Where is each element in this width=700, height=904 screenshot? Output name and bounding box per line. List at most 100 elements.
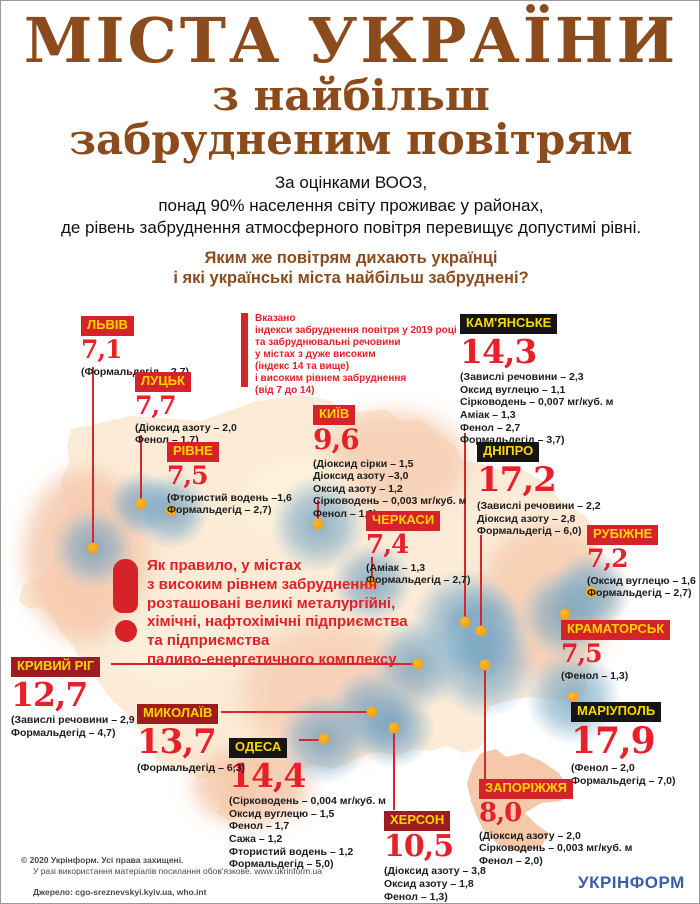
city-pollutants: (Завислі речовини – 2,3 Оксид вуглецю – … (460, 371, 614, 447)
city-block-dnipro: ДНІПРО 17,2 (Завислі речовини – 2,2 Діок… (477, 442, 601, 538)
city-label: ЛУЦЬК (135, 372, 191, 392)
city-index: 7,2 (587, 543, 628, 573)
connector-line-kherson (393, 732, 395, 810)
question-text: Яким же повітрям дихають українці і які … (173, 248, 529, 288)
city-label: КРАМАТОРСЬК (561, 620, 671, 640)
source-text: Джерело: cgo-sreznevskyi.kyiv.ua, who.in… (33, 886, 207, 897)
city-label: ЛЬВІВ (81, 316, 134, 336)
city-block-kyiv: КИЇВ 9,6 (Діоксид сірки – 1,5 Діоксид аз… (313, 405, 466, 521)
city-label: РІВНЕ (167, 442, 219, 462)
city-label: ОДЕСА (229, 738, 288, 758)
city-pollutants: (Сірководень – 0,004 мг/куб. м Оксид вуг… (229, 795, 386, 871)
city-pollutants: (Діоксид сірки – 1,5 Діоксид азоту –3,0 … (313, 457, 467, 520)
page-title: МІСТА УКРАЇНИ (23, 4, 679, 77)
city-index: 12,7 (11, 674, 88, 714)
page-subtitle: з найбільш забрудненим повітрям (69, 71, 633, 165)
connector-line-odesa (299, 739, 321, 741)
connector-line-kyiv (317, 500, 319, 521)
city-label: МИКОЛАЇВ (137, 704, 219, 724)
city-pollutants: (Оксид вуглецю – 1,6 Формальдегід – 2,7) (587, 574, 696, 600)
city-label: ЗАПОРІЖЖЯ (479, 779, 573, 799)
city-dot-rubizhne (585, 586, 597, 598)
city-block-odesa: ОДЕСА 14,4 (Сірководень – 0,004 мг/куб. … (229, 738, 386, 871)
city-pollutants: (Фенол – 1,3) (561, 669, 629, 682)
city-block-kamyanske: КАМ'ЯНСЬКЕ 14,3 (Завислі речовини – 2,3 … (460, 314, 613, 447)
city-block-rubizhne: РУБІЖНЕ 7,2 (Оксид вуглецю – 1,6 Формаль… (587, 525, 696, 600)
city-dot-mariupol (567, 691, 579, 703)
city-block-lviv: ЛЬВІВ 7,1 (Формальдегід – 2,7) (81, 316, 189, 378)
connector-line-kryvyi-rih (111, 663, 415, 665)
city-index: 8,0 (479, 797, 522, 828)
city-dot-kherson (388, 722, 400, 734)
city-pollutants: (Аміак – 1,3 Формальдегід – 2,7) (366, 561, 471, 587)
header: МІСТА УКРАЇНИ з найбільш забрудненим пов… (1, 1, 699, 289)
usage-text: У разі використання матеріалів посилання… (33, 866, 322, 877)
city-block-kramatorsk: КРАМАТОРСЬК 7,5 (Фенол – 1,3) (561, 620, 671, 682)
city-dot-mykolaiv (366, 706, 378, 718)
city-label: МАРІУПОЛЬ (571, 702, 662, 722)
city-index: 14,3 (460, 331, 537, 371)
city-index: 17,9 (571, 719, 656, 762)
city-index: 17,2 (477, 459, 557, 500)
legend-red-bar (241, 313, 248, 387)
city-index: 7,5 (167, 460, 208, 490)
city-label: ДНІПРО (477, 442, 540, 462)
city-dot-zaporizhzhia (479, 659, 491, 671)
city-index: 7,5 (561, 638, 603, 668)
city-dot-odesa (318, 733, 330, 745)
city-pollutants: (Фтористий водень –1,6 Формальдегід – 2,… (167, 491, 292, 517)
city-block-zaporizhzhia: ЗАПОРІЖЖЯ 8,0 (Діоксид азоту – 2,0 Сірко… (479, 779, 632, 867)
connector-line-mykolaiv (221, 711, 369, 713)
city-pollutants: (Фенол – 2,0 Формальдегід – 7,0) (571, 762, 676, 787)
city-index: 10,5 (384, 828, 454, 864)
connector-line-kamyanske (464, 433, 466, 619)
city-label: КРИВИЙ РІГ (11, 657, 101, 677)
city-block-lutsk: ЛУЦЬК 7,7 (Діоксид азоту – 2,0 Фенол – 1… (135, 372, 237, 447)
warning-text: Як правило, у містах з високим рівнем за… (147, 557, 408, 668)
city-index: 7,1 (81, 334, 122, 364)
city-pollutants: (Діоксид азоту – 2,0 Фенол – 1,7) (135, 421, 237, 447)
city-label: ЧЕРКАСИ (366, 511, 441, 531)
city-dot-lutsk (135, 498, 147, 510)
connector-line-lutsk (140, 435, 142, 501)
city-dot-lviv (87, 542, 99, 554)
city-index: 14,4 (229, 755, 306, 795)
legend-note: Вказано індекси забруднення повітря у 20… (241, 313, 457, 397)
city-label: КАМ'ЯНСЬКЕ (460, 314, 558, 334)
connector-line-zaporizhzhia (484, 669, 486, 779)
connector-line-lviv (92, 367, 94, 544)
city-label: РУБІЖНЕ (587, 525, 659, 545)
city-index: 7,4 (366, 529, 409, 560)
city-block-kryvyi-rih: КРИВИЙ РІГ 12,7 (Завислі речовини – 2,9 … (11, 657, 135, 739)
warning-block: Як правило, у містах з високим рівнем за… (113, 557, 415, 670)
city-block-mariupol: МАРІУПОЛЬ 17,9 (Фенол – 2,0 Формальдегід… (571, 702, 675, 787)
ukrinform-logo: УКРІНФОРМ (578, 873, 685, 892)
city-label: КИЇВ (313, 405, 356, 425)
crimea-shape (467, 749, 569, 853)
city-block-rivne: РІВНЕ 7,5 (Фтористий водень –1,6 Формаль… (167, 442, 292, 517)
exclamation-icon (113, 559, 139, 670)
city-dot-kyiv (312, 518, 324, 530)
intro-text: За оцінками ВООЗ, понад 90% населення св… (60, 173, 642, 238)
city-dot-rivne (165, 505, 177, 517)
city-pollutants: (Завислі речовини – 2,2 Діоксид азоту – … (477, 500, 601, 538)
city-index: 9,6 (313, 422, 360, 456)
city-dot-cherkasy (366, 577, 378, 589)
city-dot-dnipro (475, 625, 487, 637)
city-pollutants: (Завислі речовини – 2,9 Формальдегід – 4… (11, 714, 135, 739)
city-block-kherson: ХЕРСОН 10,5 (Діоксид азоту – 3,8 Оксид а… (384, 811, 486, 903)
city-pollutants: (Формальдегід – 6,3) (137, 762, 245, 775)
connector-line-dnipro (480, 535, 482, 628)
city-block-mykolaiv: МИКОЛАЇВ 13,7 (Формальдегід – 6,3) (137, 704, 245, 775)
city-dot-kramatorsk (559, 608, 571, 620)
city-pollutants: (Діоксид азоту – 3,8 Оксид азоту – 1,8 Ф… (384, 865, 486, 903)
legend-note-text: Вказано індекси забруднення повітря у 20… (255, 313, 457, 396)
city-index: 13,7 (137, 721, 217, 762)
city-label: ХЕРСОН (384, 811, 451, 831)
footer: © 2020 Укрінформ. Усі права захищені. У … (21, 855, 322, 898)
city-pollutants: (Діоксид азоту – 2,0 Сірководень – 0,003… (479, 829, 633, 867)
copyright-text: © 2020 Укрінформ. Усі права захищені. (21, 855, 184, 865)
city-dot-kryvyi-rih (412, 658, 424, 670)
city-index: 7,7 (135, 390, 176, 420)
